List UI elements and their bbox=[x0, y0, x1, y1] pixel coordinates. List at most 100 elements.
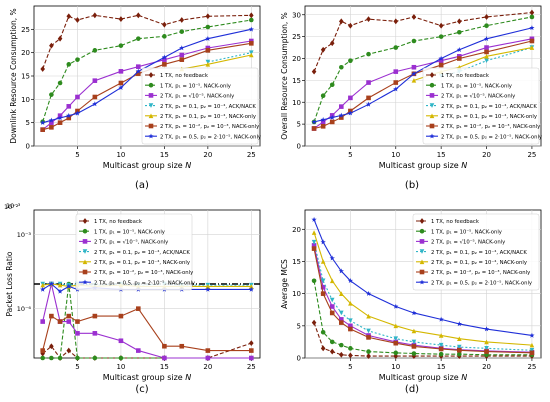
data-point bbox=[366, 335, 371, 340]
legend-marker bbox=[429, 123, 435, 129]
data-point bbox=[339, 310, 344, 316]
data-point bbox=[329, 297, 335, 303]
legend-entry: 2 TX, p₁ = 10⁻², p₂ = 10⁻³, NACK-only bbox=[160, 123, 259, 130]
data-point bbox=[249, 355, 254, 361]
series-4 bbox=[311, 239, 535, 353]
data-point bbox=[40, 319, 45, 324]
x-axis-label: Multicast group size N bbox=[103, 373, 192, 382]
data-point bbox=[57, 115, 63, 121]
series-7 bbox=[311, 25, 535, 125]
data-point bbox=[529, 14, 535, 20]
data-point bbox=[249, 348, 254, 353]
x-axis-label-var: N bbox=[461, 373, 467, 382]
data-point bbox=[92, 331, 98, 336]
legend-marker bbox=[148, 133, 154, 139]
series-line bbox=[42, 283, 252, 359]
data-point bbox=[338, 268, 344, 274]
legend-entry: 1 TX, no feedback bbox=[441, 73, 490, 79]
data-point bbox=[249, 52, 254, 58]
y-tick-label: 25 bbox=[21, 26, 30, 34]
x-tick-label: 25 bbox=[527, 363, 536, 371]
legend-entry: 2 TX, p₁ = 0.1, p₂ = 10⁻⁴, ACK/NACK bbox=[441, 103, 537, 110]
x-tick-label: 25 bbox=[527, 151, 536, 159]
legend-box bbox=[422, 67, 540, 145]
data-point bbox=[365, 101, 372, 107]
data-point bbox=[438, 342, 444, 348]
data-point bbox=[205, 355, 211, 361]
legend-marker bbox=[429, 93, 435, 98]
y-tick-label: 10 bbox=[292, 290, 301, 298]
x-tick-label: 10 bbox=[116, 363, 125, 371]
series-6 bbox=[311, 38, 535, 131]
data-point bbox=[393, 80, 399, 85]
data-point bbox=[136, 64, 141, 69]
data-point bbox=[484, 49, 489, 55]
data-point bbox=[457, 347, 462, 353]
series-line bbox=[313, 12, 532, 72]
data-point bbox=[366, 95, 371, 101]
data-point bbox=[348, 346, 353, 351]
data-point bbox=[49, 343, 54, 350]
series-3 bbox=[40, 38, 254, 132]
panel-caption: (c) bbox=[135, 384, 148, 395]
legend: 1 TX, no feedback 1 TX, p₁ = 10⁻⁵, NACK-o… bbox=[412, 213, 540, 291]
data-point bbox=[365, 290, 372, 296]
data-point bbox=[484, 14, 489, 20]
data-point bbox=[136, 348, 141, 353]
data-point bbox=[484, 54, 489, 59]
data-point bbox=[75, 57, 80, 62]
data-point bbox=[320, 284, 326, 290]
data-point bbox=[366, 16, 371, 23]
y-tick-label: 10⁻⁶ bbox=[17, 305, 32, 313]
data-point bbox=[66, 283, 72, 289]
panel-caption: (a) bbox=[135, 180, 149, 191]
data-point bbox=[249, 284, 254, 289]
data-point bbox=[320, 259, 326, 264]
data-point bbox=[329, 304, 335, 309]
legend-entry: 1 TX, no feedback bbox=[431, 219, 480, 225]
data-point bbox=[529, 45, 535, 50]
data-point bbox=[320, 119, 326, 125]
data-point bbox=[249, 17, 254, 23]
data-point bbox=[205, 24, 211, 30]
series-line bbox=[313, 248, 532, 354]
y-tick-label: 25 bbox=[292, 33, 301, 41]
series-line bbox=[42, 14, 252, 70]
data-point bbox=[320, 124, 326, 129]
data-point bbox=[249, 41, 254, 46]
data-point bbox=[348, 58, 353, 63]
data-point bbox=[248, 286, 254, 292]
data-point bbox=[456, 46, 462, 52]
series-line bbox=[313, 322, 532, 357]
data-point bbox=[457, 351, 462, 357]
data-point bbox=[57, 319, 63, 324]
data-point bbox=[118, 338, 124, 344]
data-point bbox=[40, 119, 46, 125]
data-point bbox=[339, 342, 344, 348]
legend-box bbox=[141, 67, 259, 145]
data-point bbox=[320, 291, 326, 296]
data-point bbox=[347, 110, 354, 116]
data-point bbox=[248, 26, 254, 32]
legend-marker bbox=[419, 239, 425, 244]
data-point bbox=[329, 119, 335, 125]
data-point bbox=[118, 16, 124, 22]
data-point bbox=[249, 12, 254, 19]
data-point bbox=[311, 243, 317, 248]
data-point bbox=[66, 115, 72, 121]
data-point bbox=[205, 348, 211, 353]
data-point bbox=[75, 94, 80, 100]
data-point bbox=[529, 332, 535, 338]
data-point bbox=[320, 329, 326, 335]
y-axis-label: Packet Loss Ratio bbox=[5, 251, 14, 316]
legend-entry: 1 TX, no feedback bbox=[94, 219, 143, 225]
data-point bbox=[66, 62, 72, 67]
series-5 bbox=[311, 230, 535, 348]
legend-marker bbox=[429, 72, 435, 78]
y-tick-label: 5 bbox=[297, 322, 301, 330]
data-point bbox=[57, 35, 63, 42]
legend-marker bbox=[419, 218, 425, 224]
data-point bbox=[57, 355, 63, 361]
data-point bbox=[205, 284, 211, 289]
data-point bbox=[136, 71, 141, 76]
